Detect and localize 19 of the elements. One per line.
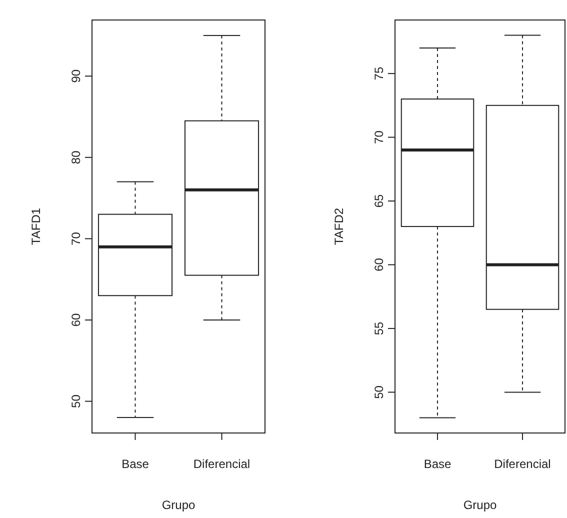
- y-tick-label: 50: [69, 394, 83, 408]
- x-axis-title: Grupo: [162, 498, 196, 512]
- y-tick-label: 65: [372, 194, 386, 208]
- y-tick-label: 80: [69, 150, 83, 164]
- y-tick-label: 90: [69, 69, 83, 83]
- y-tick-label: 75: [372, 66, 386, 80]
- x-axis-title: Grupo: [463, 498, 497, 512]
- y-tick-label: 55: [372, 321, 386, 336]
- y-tick-label: 70: [372, 130, 386, 144]
- y-tick-label: 60: [372, 258, 386, 272]
- y-tick-label: 60: [69, 313, 83, 327]
- y-tick-label: 50: [372, 385, 386, 399]
- x-tick-label: Diferencial: [193, 457, 250, 471]
- x-tick-label: Base: [424, 457, 452, 471]
- y-axis-title: TAFD1: [29, 208, 43, 246]
- y-axis-title: TAFD2: [332, 208, 346, 246]
- x-tick-label: Base: [122, 457, 150, 471]
- y-tick-label: 70: [69, 232, 83, 246]
- x-tick-label: Diferencial: [494, 457, 551, 471]
